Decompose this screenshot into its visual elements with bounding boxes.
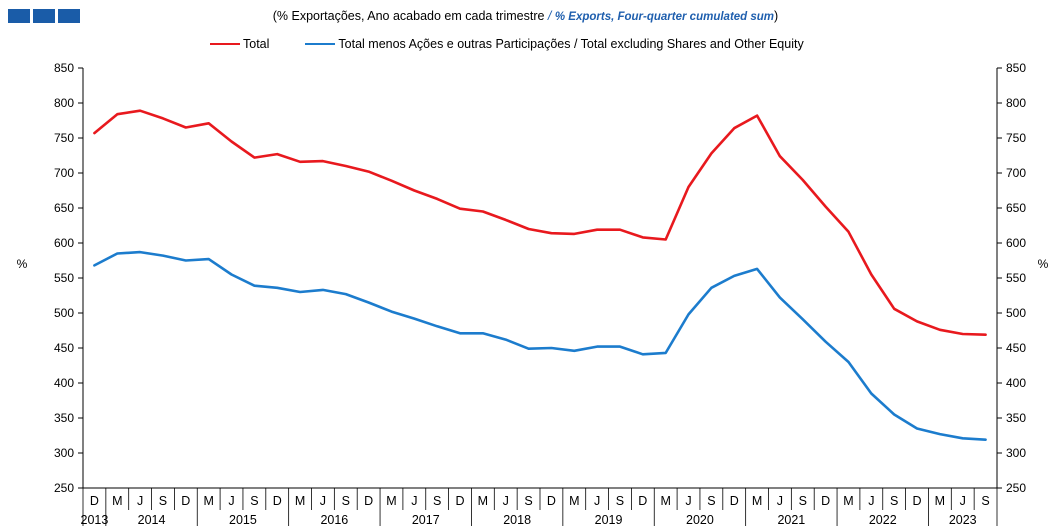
x-year-label: 2014 [138, 513, 166, 526]
x-quarter-label: J [411, 494, 417, 508]
x-quarter-label: D [456, 494, 465, 508]
x-year-label: 2017 [412, 513, 440, 526]
y-tick-label-left: 650 [54, 201, 74, 215]
y-tick-label-right: 450 [1006, 341, 1026, 355]
x-quarter-label: M [112, 494, 122, 508]
x-quarter-label: J [868, 494, 874, 508]
y-tick-label-right: 400 [1006, 376, 1026, 390]
x-year-label: 2018 [503, 513, 531, 526]
subtitle-sep: / [544, 9, 555, 23]
brand-logo [8, 9, 80, 23]
x-quarter-label: M [569, 494, 579, 508]
series-line-excluding [93, 250, 987, 442]
y-tick-label-right: 600 [1006, 236, 1026, 250]
y-tick-label-right: 550 [1006, 271, 1026, 285]
x-quarter-label: J [503, 494, 509, 508]
y-tick-label-right: 750 [1006, 131, 1026, 145]
x-quarter-label: D [821, 494, 830, 508]
x-quarter-label: D [181, 494, 190, 508]
x-quarter-label: M [203, 494, 213, 508]
y-tick-label-right: 350 [1006, 411, 1026, 425]
x-quarter-label: S [250, 494, 258, 508]
subtitle-close: ) [774, 9, 779, 23]
x-quarter-label: S [342, 494, 350, 508]
x-quarter-label: M [478, 494, 488, 508]
x-quarter-label: S [707, 494, 715, 508]
y-axis-label-left: % [17, 257, 28, 271]
x-quarter-label: J [137, 494, 143, 508]
y-tick-label-left: 250 [54, 481, 74, 495]
x-year-label: 2016 [320, 513, 348, 526]
x-quarter-label: M [660, 494, 670, 508]
y-tick-label-right: 500 [1006, 306, 1026, 320]
y-tick-label-right: 700 [1006, 166, 1026, 180]
logo-block [8, 9, 30, 23]
y-tick-label-right: 250 [1006, 481, 1026, 495]
x-quarter-label: D [273, 494, 282, 508]
series-line-total [93, 109, 987, 337]
x-quarter-label: S [981, 494, 989, 508]
y-tick-label-left: 850 [54, 61, 74, 75]
y-axis-label-right: % [1038, 257, 1049, 271]
x-quarter-label: M [386, 494, 396, 508]
x-year-label: 2013 [81, 513, 109, 526]
y-tick-label-left: 400 [54, 376, 74, 390]
legend-item-total: Total [210, 37, 269, 51]
x-quarter-label: D [364, 494, 373, 508]
x-quarter-label: J [320, 494, 326, 508]
x-quarter-label: J [594, 494, 600, 508]
legend-swatch-excluding [305, 43, 336, 45]
y-tick-label-left: 550 [54, 271, 74, 285]
x-year-label: 2019 [595, 513, 623, 526]
y-tick-label-left: 700 [54, 166, 74, 180]
x-quarter-label: M [295, 494, 305, 508]
x-year-label: 2021 [777, 513, 805, 526]
y-tick-label-left: 800 [54, 96, 74, 110]
y-tick-label-left: 300 [54, 446, 74, 460]
chart-subtitle: (% Exportações, Ano acabado em cada trim… [0, 9, 1051, 23]
x-quarter-label: M [843, 494, 853, 508]
x-year-label: 2020 [686, 513, 714, 526]
y-tick-label-right: 850 [1006, 61, 1026, 75]
x-quarter-label: M [935, 494, 945, 508]
y-tick-label-right: 800 [1006, 96, 1026, 110]
subtitle-en: % Exports, Four-quarter cumulated sum [554, 11, 775, 23]
legend-label-total: Total [243, 37, 270, 51]
y-tick-label-left: 600 [54, 236, 74, 250]
x-quarter-label: J [960, 494, 966, 508]
x-quarter-label: S [799, 494, 807, 508]
legend-swatch-total [210, 43, 240, 45]
x-quarter-label: D [913, 494, 922, 508]
y-tick-label-right: 650 [1006, 201, 1026, 215]
y-tick-label-left: 350 [54, 411, 74, 425]
subtitle-pt: (% Exportações, Ano acabado em cada trim… [272, 9, 545, 23]
y-tick-label-right: 300 [1006, 446, 1026, 460]
x-quarter-label: S [433, 494, 441, 508]
x-quarter-label: S [616, 494, 624, 508]
x-quarter-label: D [547, 494, 556, 508]
x-quarter-label: S [524, 494, 532, 508]
y-tick-label-left: 500 [54, 306, 74, 320]
x-quarter-label: D [638, 494, 647, 508]
x-quarter-label: J [228, 494, 234, 508]
logo-block [58, 9, 80, 23]
x-quarter-label: D [730, 494, 739, 508]
x-quarter-label: M [752, 494, 762, 508]
y-tick-label-left: 450 [54, 341, 74, 355]
legend-item-excluding: Total menos Ações e outras Participações… [305, 37, 804, 51]
x-year-label: 2023 [949, 513, 977, 526]
x-year-label: 2015 [229, 513, 257, 526]
y-tick-label-left: 750 [54, 131, 74, 145]
x-quarter-label: S [890, 494, 898, 508]
x-year-label: 2022 [869, 513, 897, 526]
x-quarter-label: J [777, 494, 783, 508]
logo-block [33, 9, 55, 23]
x-quarter-label: J [685, 494, 691, 508]
x-quarter-label: D [90, 494, 99, 508]
x-quarter-label: S [159, 494, 167, 508]
legend-label-excluding: Total menos Ações e outras Participações… [338, 37, 804, 51]
chart-legend: Total Total menos Ações e outras Partici… [210, 37, 840, 51]
